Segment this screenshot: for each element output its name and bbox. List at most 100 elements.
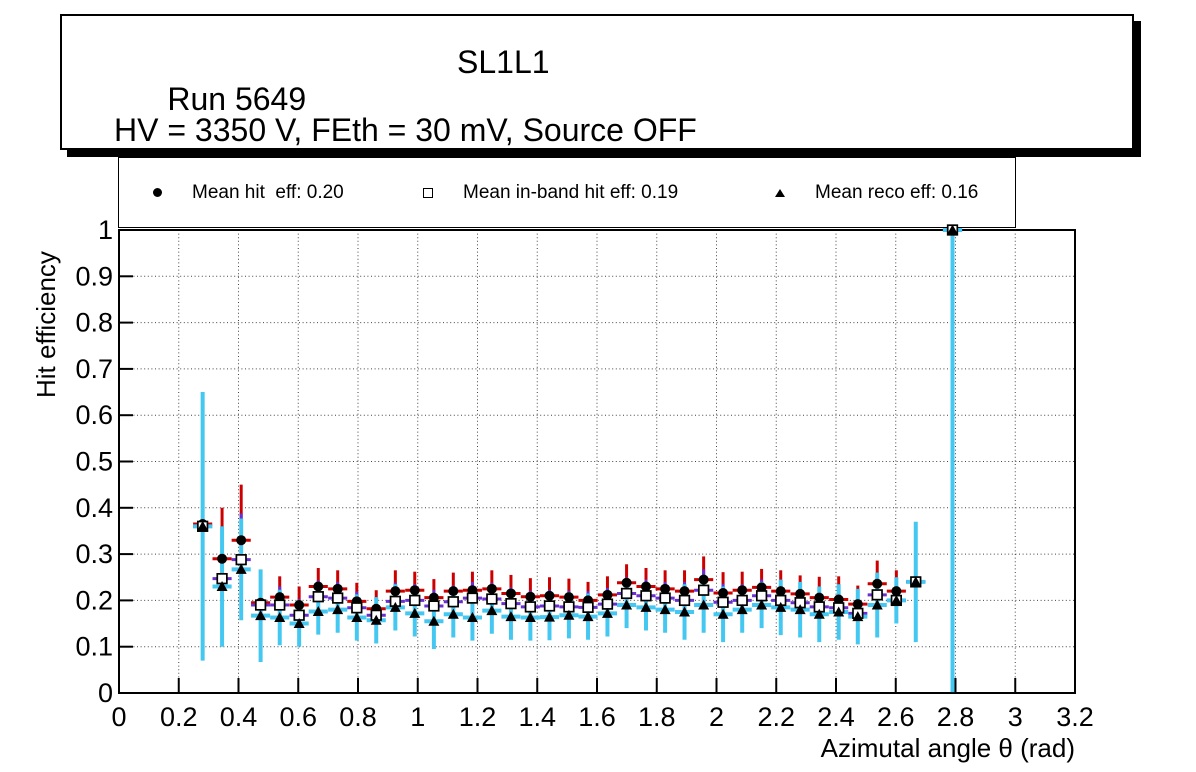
marker-filled-triangle (370, 614, 382, 625)
conditions-line: HV = 3350 V, FEth = 30 mV, Source OFF (114, 112, 697, 148)
marker-open-square (698, 584, 710, 596)
marker-filled-triangle (640, 601, 652, 612)
marker-filled-triangle (910, 576, 922, 587)
x-tick-label: 0.6 (279, 702, 317, 732)
marker-open-square (447, 596, 459, 608)
marker-filled-circle (486, 583, 497, 594)
x-tick-label: 1.6 (578, 702, 616, 732)
marker-filled-triangle (698, 599, 710, 610)
x-tick-label: 1.4 (518, 702, 556, 732)
y-tick-label: 0.2 (75, 585, 113, 615)
marker-filled-circle (852, 599, 863, 610)
marker-filled-triangle (621, 599, 633, 610)
marker-open-square (351, 602, 363, 614)
marker-filled-triangle (466, 612, 478, 623)
marker-open-square (486, 593, 498, 605)
x-tick-label: 3 (1008, 702, 1023, 732)
marker-filled-circle (332, 583, 343, 594)
marker-filled-circle (390, 586, 401, 597)
marker-open-square (717, 596, 729, 608)
filled-triangle-icon (775, 188, 785, 197)
marker-filled-circle (409, 585, 420, 596)
marker-filled-circle (313, 581, 324, 592)
marker-filled-triangle (775, 601, 787, 612)
run-number: Run 5649 (167, 81, 307, 117)
x-tick-label: 2.4 (817, 702, 855, 732)
marker-filled-triangle (235, 563, 247, 574)
marker-open-square (235, 554, 247, 566)
x-tick-label: 1.2 (459, 702, 497, 732)
marker-open-square (505, 597, 517, 610)
marker-filled-circle (718, 587, 729, 598)
x-tick-label: 0 (111, 702, 126, 732)
marker-open-square (678, 594, 691, 607)
marker-filled-triangle (216, 581, 228, 592)
marker-filled-circle (660, 583, 671, 594)
marker-open-square (736, 594, 748, 607)
marker-filled-triangle (197, 520, 209, 531)
marker-open-square (601, 598, 614, 610)
y-tick-label: 0 (98, 678, 113, 708)
marker-filled-circle (698, 574, 709, 585)
marker-filled-triangle (505, 611, 517, 622)
y-tick-label: 0.9 (75, 261, 113, 291)
marker-open-square (409, 594, 421, 607)
marker-filled-circle (872, 578, 883, 589)
marker-open-square (332, 592, 344, 604)
marker-filled-triangle (601, 607, 613, 618)
marker-filled-circle (294, 600, 305, 611)
marker-filled-triangle (563, 609, 575, 620)
marker-open-square (659, 592, 671, 604)
legend-entry-reco: Mean reco eff: 0.16 (775, 158, 978, 227)
marker-filled-circle (505, 588, 516, 599)
marker-filled-circle (563, 592, 574, 603)
x-tick-label: 1.8 (638, 702, 676, 732)
x-tick-label: 3.2 (1056, 702, 1094, 732)
marker-open-square (466, 592, 479, 604)
marker-filled-triangle (486, 605, 498, 616)
marker-filled-triangle (736, 604, 748, 615)
y-tick-label: 1 (98, 215, 113, 245)
title-box: Run 5649 SL1L1 HV = 3350 V, FEth = 30 mV… (60, 14, 1134, 150)
x-tick-label: 0.8 (339, 702, 377, 732)
marker-filled-triangle (794, 604, 806, 615)
marker-filled-circle (217, 553, 228, 564)
legend-label-hit: Mean hit eff: 0.20 (192, 181, 344, 203)
marker-filled-circle (640, 581, 651, 592)
marker-filled-triangle (447, 608, 459, 619)
marker-filled-triangle (332, 604, 344, 615)
filled-circle-icon (153, 188, 162, 197)
marker-filled-triangle (524, 612, 536, 623)
marker-open-square (524, 601, 537, 613)
marker-filled-triangle (756, 599, 768, 610)
marker-filled-triangle (582, 611, 594, 622)
title-line-1: Run 5649 SL1L1 (114, 44, 549, 192)
x-tick-label: 2.8 (937, 702, 975, 732)
x-tick-label: 2 (709, 702, 724, 732)
marker-filled-triangle (813, 608, 825, 619)
marker-filled-circle (679, 586, 690, 597)
marker-filled-circle (602, 589, 613, 600)
marker-filled-triangle (871, 599, 883, 610)
marker-open-square (582, 601, 594, 613)
marker-filled-triangle (543, 611, 555, 622)
legend-entry-hit: Mean hit eff: 0.20 (153, 158, 344, 227)
marker-filled-triangle (409, 607, 421, 618)
marker-filled-circle (737, 585, 748, 596)
y-tick-label: 0.1 (75, 632, 113, 662)
marker-filled-triangle (274, 612, 286, 623)
marker-filled-triangle (833, 606, 845, 617)
y-tick-label: 0.5 (75, 447, 113, 477)
marker-filled-circle (525, 591, 536, 602)
chamber-name: SL1L1 (457, 44, 550, 80)
marker-filled-circle (428, 592, 439, 603)
y-tick-label: 0.6 (75, 400, 113, 430)
marker-filled-circle (756, 582, 767, 593)
marker-filled-triangle (890, 594, 902, 605)
x-tick-label: 2.2 (757, 702, 795, 732)
legend-label-reco: Mean reco eff: 0.16 (815, 181, 979, 203)
marker-open-square (428, 600, 440, 612)
marker-open-square (543, 600, 556, 612)
marker-filled-circle (891, 586, 902, 597)
x-tick-label: 0.2 (160, 702, 198, 732)
